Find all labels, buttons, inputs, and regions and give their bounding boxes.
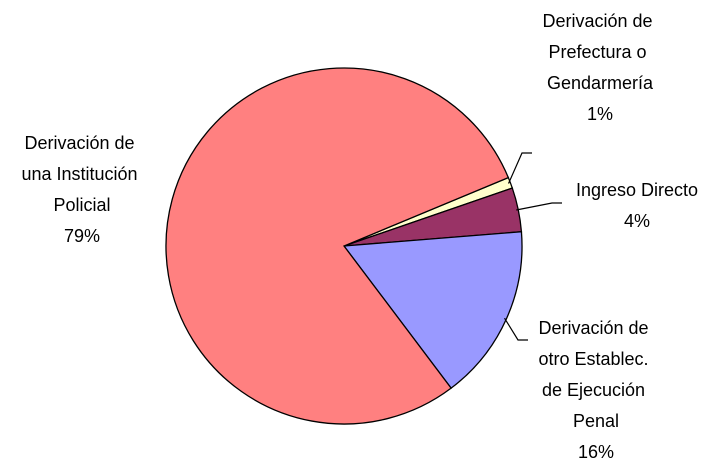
- slice-value-label: 16%: [578, 442, 614, 462]
- slice-value-label: 4%: [624, 211, 650, 231]
- pie-slice: [165, 67, 510, 425]
- slice-label: Ingreso Directo: [576, 180, 698, 200]
- leader-line: [516, 202, 562, 211]
- slice-value-label: 79%: [64, 226, 100, 246]
- slice-value-label: 1%: [587, 104, 613, 124]
- slice-label: Derivación de Prefectura o Gendarmería: [542, 11, 657, 93]
- leader-line: [504, 317, 528, 341]
- pie-slice: [342, 231, 523, 390]
- leader-line: [507, 152, 532, 184]
- slice-label: Derivación de otro Establec. de Ejecució…: [538, 318, 653, 431]
- slice-label: Derivación de una Institución Policial: [21, 133, 142, 215]
